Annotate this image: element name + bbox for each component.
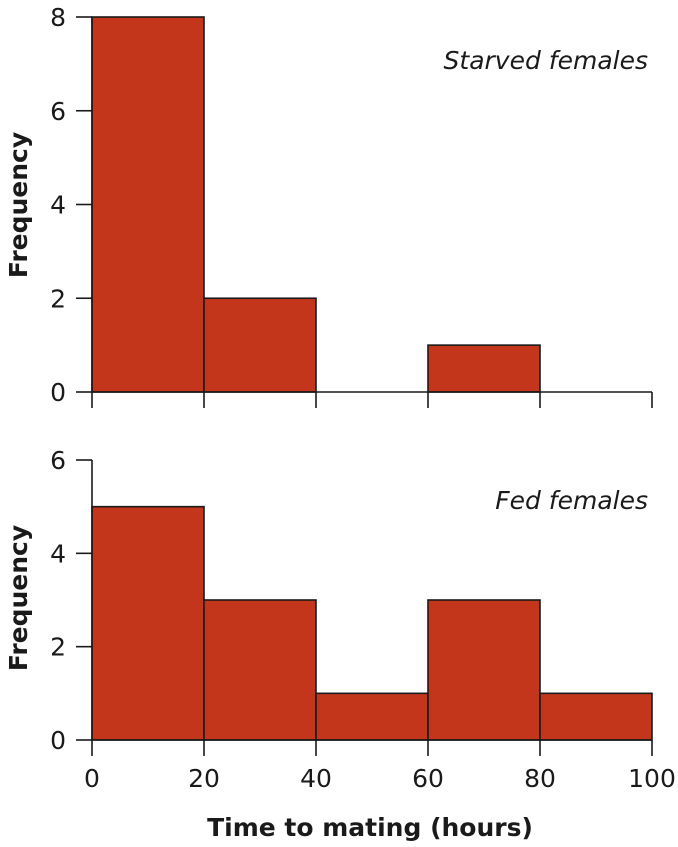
- histogram-bar: [203, 599, 317, 741]
- y-tick-label: 0: [50, 726, 66, 755]
- histogram-bar: [315, 692, 429, 741]
- y-tick-label: 4: [50, 191, 66, 220]
- y-tick-label: 6: [50, 446, 66, 475]
- x-tick-label: 0: [84, 764, 100, 793]
- y-tick-label: 8: [50, 3, 66, 32]
- x-tick-label: 80: [524, 764, 556, 793]
- starved-females-label: Starved females: [444, 46, 648, 75]
- x-tick-label: 20: [188, 764, 220, 793]
- histogram-bar: [427, 599, 541, 741]
- y-tick-label: 2: [50, 284, 66, 313]
- y-tick-label: 4: [50, 539, 66, 568]
- x-tick-label: 40: [300, 764, 332, 793]
- y-tick-label: 0: [50, 378, 66, 407]
- histogram-bar: [203, 297, 317, 393]
- fed-females-label: Fed females: [495, 486, 648, 515]
- histogram-bar: [91, 505, 205, 741]
- bottom-y-axis-title: Frequency: [4, 525, 33, 671]
- starved-females-panel: Starved females Frequency 0 2 4 6 8: [4, 3, 653, 408]
- histogram-bar: [539, 692, 653, 741]
- y-tick-label: 6: [50, 97, 66, 126]
- top-y-axis-title: Frequency: [4, 132, 33, 278]
- x-tick-label: 100: [628, 764, 676, 793]
- histogram-bar: [427, 344, 541, 393]
- x-axis-title: Time to mating (hours): [207, 813, 533, 842]
- histogram-bar: [91, 16, 205, 393]
- y-tick-label: 2: [50, 633, 66, 662]
- x-tick-label: 60: [412, 764, 444, 793]
